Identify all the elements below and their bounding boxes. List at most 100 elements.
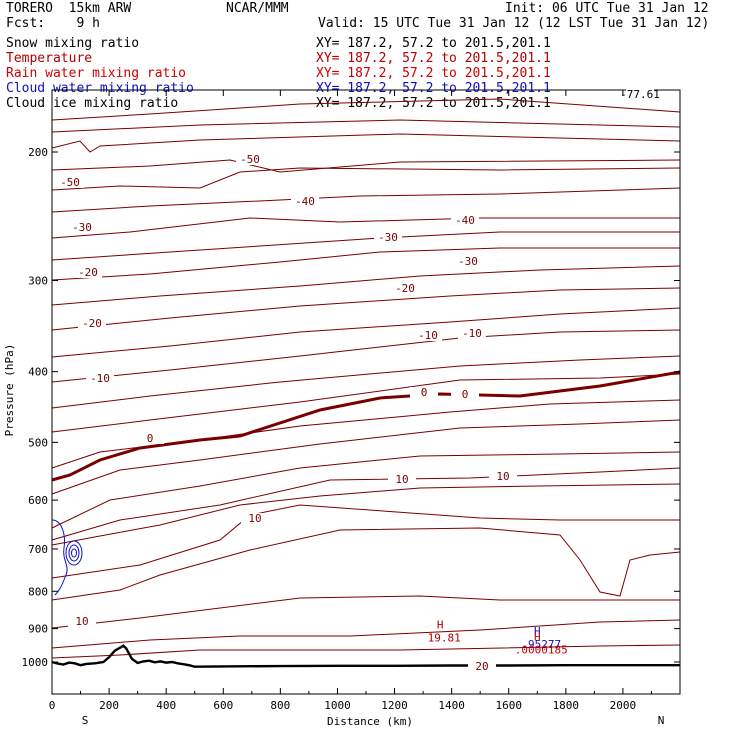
extremum-marker: H: [534, 631, 541, 644]
contour-label: -20: [78, 266, 98, 279]
temperature-isoline: [51, 451, 681, 529]
x-tick-label: 2000: [610, 699, 637, 712]
cloud-water-contours: [51, 519, 83, 596]
temperature-isoline: [51, 307, 681, 358]
cloud-water-contour: [51, 519, 68, 596]
temperature-isoline: [51, 483, 681, 546]
temperature-isoline: [51, 247, 680, 281]
north-label: N: [658, 714, 665, 727]
temperature-isoline: [51, 619, 681, 649]
init-time: Init: 06 UTC Tue 31 Jan 12: [505, 1, 709, 16]
forecast-hour: Fcst: 9 h: [6, 16, 100, 31]
temperature-isoline: [51, 504, 680, 579]
y-axis-label: Pressure (hPa): [3, 344, 16, 437]
contour-label: -40: [295, 195, 315, 208]
cloud-water-contour: [68, 544, 80, 562]
contour-label-bg: [454, 256, 482, 267]
y-tick-label: 400: [28, 366, 48, 379]
terrain-line: [51, 644, 680, 668]
contour-label: -10: [418, 329, 438, 342]
contour-label: -50: [240, 153, 260, 166]
legend-cloudice-xy: XY= 187.2, 57.2 to 201.5,201.1: [316, 96, 551, 111]
contour-label-bg: [68, 222, 96, 233]
contour-label-bg: [68, 616, 96, 627]
extremum-value: 19.81: [428, 631, 461, 644]
extremum-marker: H: [437, 618, 444, 631]
y-tick-label: 700: [28, 543, 48, 556]
legend-rain-xy: XY= 187.2, 57.2 to 201.5,201.1: [316, 66, 551, 81]
contour-label-bg: [291, 196, 319, 207]
contour-label: 10: [395, 473, 408, 486]
temperature-isoline: [51, 231, 680, 261]
temperature-isoline: [51, 133, 681, 153]
temperature-isoline: [51, 644, 681, 659]
contour-label: -40: [455, 214, 475, 227]
x-tick-label: 1400: [438, 699, 465, 712]
contour-label: -77.61: [620, 88, 660, 101]
legend-temperature-name: Temperature: [6, 51, 93, 66]
x-axis-label: Distance (km): [327, 715, 413, 728]
contour-labels: -77.61 -50 -50 -40 -40 -30 -30 -30 -20 -20 -20 -10 -…: [56, 88, 660, 673]
extremum-value: .95277: [521, 638, 561, 651]
x-tick-label: 0: [49, 699, 56, 712]
contour-label: -20: [395, 282, 415, 295]
temperature-isoline: [51, 419, 681, 495]
contour-label-bg: [451, 389, 479, 400]
y-tick-label: 900: [28, 623, 48, 636]
contour-label: 10: [75, 615, 88, 628]
contour-label-bg: [410, 387, 438, 398]
temperature-isoline: [51, 467, 681, 541]
contour-label-bg: [241, 513, 269, 524]
legend-cloudwater-name: Cloud water mixing ratio: [6, 81, 194, 96]
x-tick-label: 1600: [495, 699, 522, 712]
y-tick-label: 800: [28, 585, 48, 598]
contour-label: 0: [147, 432, 154, 445]
temperature-isoline: [51, 119, 681, 133]
x-tick-label: 600: [213, 699, 233, 712]
contour-label-bg: [391, 283, 419, 294]
contour-label-bg: [489, 471, 517, 482]
model-title: TORERO 15km ARW: [6, 1, 132, 16]
legend-temperature-xy: XY= 187.2, 57.2 to 201.5,201.1: [316, 51, 551, 66]
contour-label: -20: [82, 317, 102, 330]
contour-label-bg: [74, 267, 102, 278]
terrain-layer: [51, 644, 680, 668]
temperature-contours: [51, 98, 681, 659]
contour-label: 10: [248, 512, 261, 525]
freezing-level-line: [51, 370, 681, 482]
temperature-isoline: [51, 527, 681, 601]
contour-label: -10: [90, 372, 110, 385]
legend-cloudwater-xy: XY= 187.2, 57.2 to 201.5,201.1: [316, 81, 551, 96]
temperature-isoline: [51, 167, 681, 191]
contour-label-bg: [236, 154, 264, 165]
temperature-isoline: [51, 217, 680, 239]
center-label: NCAR/MMM: [226, 1, 289, 16]
contour-label: -30: [378, 231, 398, 244]
extremum-value: .0000185: [515, 644, 568, 657]
contour-label: 0: [421, 386, 428, 399]
contour-label: -30: [458, 255, 478, 268]
y-tick-label: 1000: [22, 656, 49, 669]
contour-label-bg: [86, 373, 114, 384]
contour-label: -30: [72, 221, 92, 234]
x-tick-label: 800: [270, 699, 290, 712]
contour-label-bg: [626, 89, 654, 100]
x-tick-label: 1800: [553, 699, 580, 712]
temperature-isoline: [51, 159, 681, 173]
cloud-water-contour: [71, 548, 77, 558]
temperature-isoline: [51, 329, 681, 383]
temperature-isoline: [51, 373, 681, 433]
contour-label-bg: [451, 215, 479, 226]
y-tick-label: 500: [28, 436, 48, 449]
contour-label-bg: [374, 232, 402, 243]
legend-snow-name: Snow mixing ratio: [6, 36, 140, 51]
contour-label-bg: [388, 474, 416, 485]
contour-label-bg: [78, 318, 106, 329]
contour-label-bg: [56, 177, 84, 188]
contour-label-bg: [414, 330, 442, 341]
x-tick-label: 1000: [324, 699, 351, 712]
axes: 0 200 400 600 800 1000 1200 1400 1600 1800 2000200…: [22, 89, 681, 712]
temperature-isoline: [51, 399, 681, 469]
contour-label-bg: [458, 328, 486, 339]
